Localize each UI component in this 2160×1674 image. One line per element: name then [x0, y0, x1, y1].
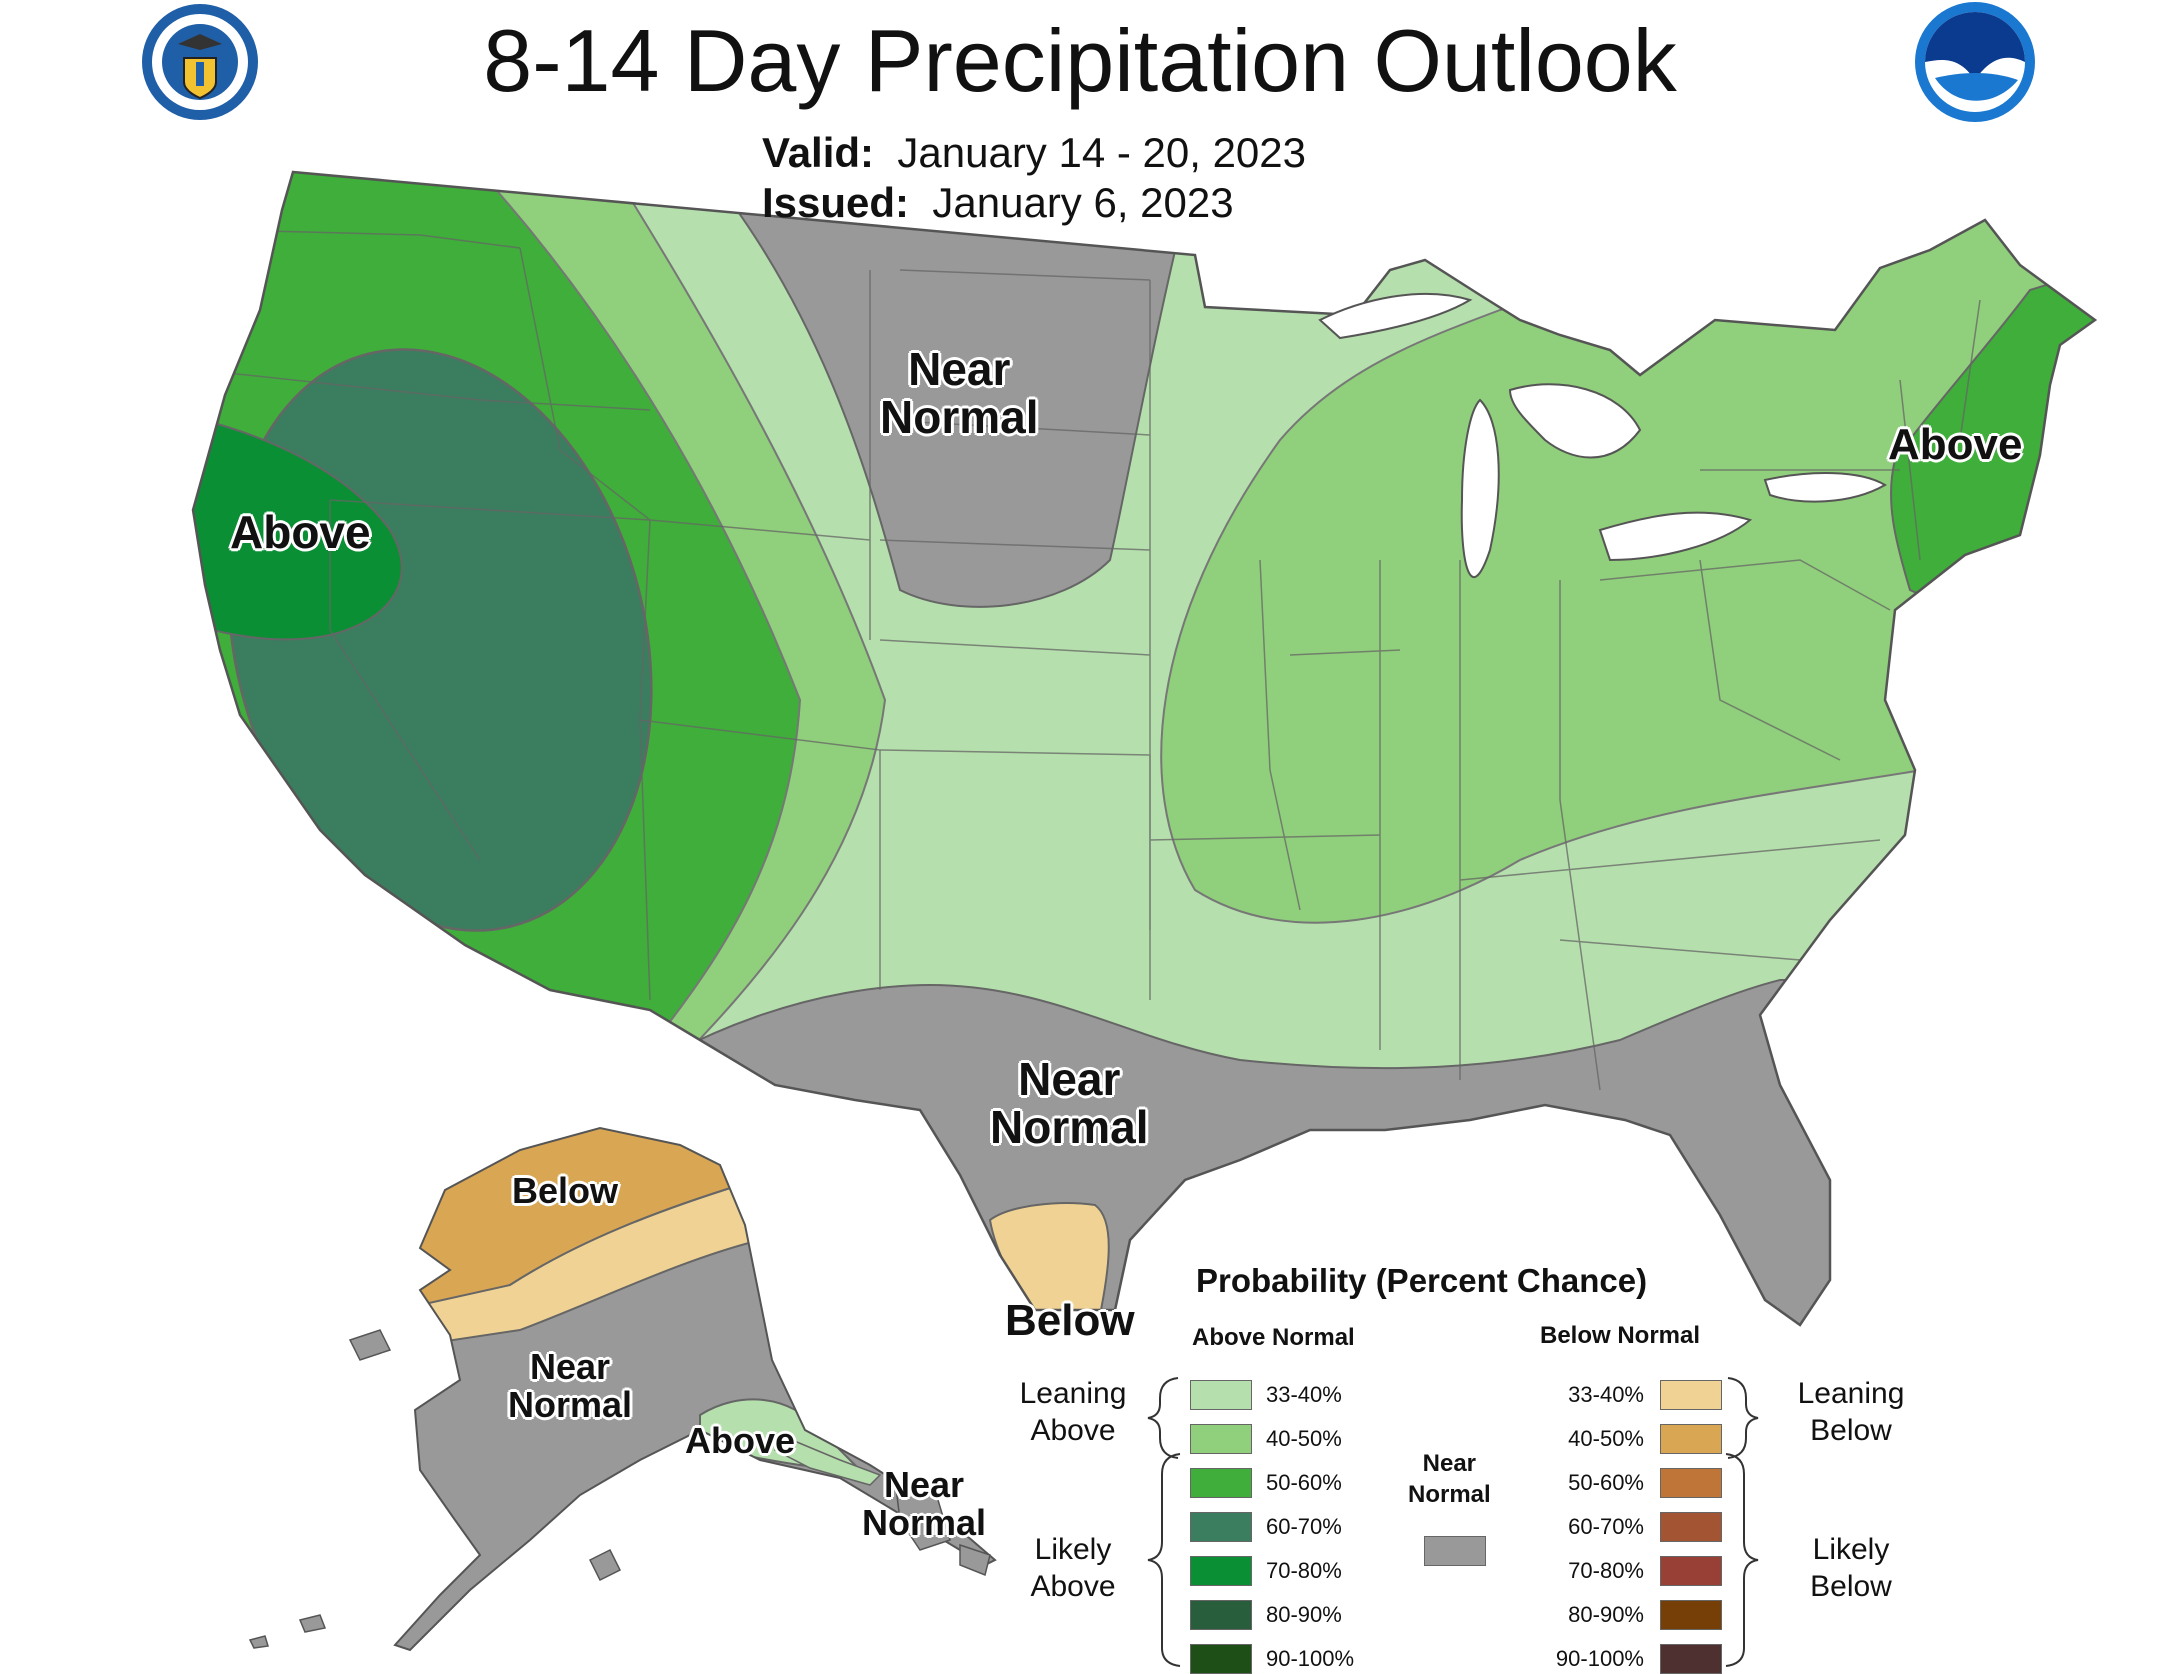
- legend-above-swatch: [1190, 1600, 1252, 1630]
- label-north-near-2: Normal: [880, 391, 1039, 444]
- legend-likely-below-2: Below: [1810, 1569, 1892, 1603]
- legend-above-range: 60-70%: [1266, 1514, 1342, 1539]
- issued-label: Issued:: [762, 179, 910, 226]
- legend-leaning-below-1: Leaning: [1797, 1377, 1905, 1410]
- label-south-near-1: Near: [1018, 1053, 1121, 1105]
- legend-below-swatch: [1660, 1512, 1722, 1542]
- label-north-near: Near Normal: [880, 345, 1038, 442]
- legend-below-swatch: [1660, 1556, 1722, 1586]
- label-alaska-near-1: Near: [529, 1346, 611, 1387]
- legend-title: Probability (Percent Chance): [1196, 1262, 1648, 1299]
- doc-seal-icon: [142, 4, 258, 120]
- legend-likely-above: Likely Above: [1008, 1532, 1138, 1605]
- legend-above-range: 33-40%: [1266, 1382, 1342, 1407]
- legend-below-range: 33-40%: [1568, 1382, 1644, 1407]
- legend-leaning-above: Leaning Above: [1008, 1376, 1138, 1449]
- label-panhandle-near-2: Normal: [862, 1501, 987, 1543]
- legend-leaning-above-1: Leaning: [1019, 1377, 1127, 1410]
- alaska-zones: [395, 1128, 995, 1650]
- legend-above-header: Above Normal: [1192, 1324, 1355, 1351]
- legend-below-range: 80-90%: [1568, 1602, 1644, 1627]
- legend-above-swatch: [1190, 1644, 1252, 1674]
- label-alaska-below: Below: [512, 1170, 619, 1211]
- legend-near-header-2: Normal: [1408, 1481, 1491, 1509]
- issued-line: Issued: January 6, 2023: [762, 178, 1306, 228]
- legend-above-range: 80-90%: [1266, 1602, 1342, 1627]
- legend-above-range: 70-80%: [1266, 1558, 1342, 1583]
- legend-above-swatch: [1190, 1512, 1252, 1542]
- legend-near-header-1: Near: [1422, 1450, 1477, 1477]
- label-panhandle-near-1: Near: [883, 1464, 965, 1505]
- legend-above-range: 40-50%: [1266, 1426, 1342, 1451]
- legend-below-swatch: [1660, 1380, 1722, 1410]
- legend-above-swatch: [1190, 1468, 1252, 1498]
- legend-near-header: Near Normal: [1408, 1448, 1491, 1510]
- date-block: Valid: January 14 - 20, 2023 Issued: Jan…: [762, 128, 1306, 228]
- label-north-near-1: Near: [908, 343, 1011, 395]
- label-south-near: Near Normal: [990, 1055, 1148, 1152]
- great-lakes: [1318, 292, 1887, 578]
- state-borders: [199, 229, 1981, 1091]
- legend-below-swatch: [1660, 1600, 1722, 1630]
- legend-likely-above-1: Likely: [1034, 1533, 1112, 1566]
- label-texas-below: Below: [1005, 1296, 1135, 1345]
- issued-value: January 6, 2023: [932, 179, 1234, 226]
- label-south-near-2: Normal: [990, 1101, 1149, 1154]
- legend-likely-below: Likely Below: [1786, 1532, 1916, 1605]
- legend-above-swatch: [1190, 1380, 1252, 1410]
- legend-likely-below-1: Likely: [1812, 1533, 1890, 1566]
- legend-above-swatch: [1190, 1556, 1252, 1586]
- legend-leaning-below: Leaning Below: [1786, 1376, 1916, 1449]
- page-title: 8-14 Day Precipitation Outlook: [483, 11, 1677, 110]
- legend-below-range: 90-100%: [1555, 1646, 1644, 1671]
- alaska-islands: [248, 1329, 991, 1649]
- label-alaska-near: Near Normal: [508, 1348, 632, 1424]
- legend-below-range: 50-60%: [1568, 1470, 1644, 1495]
- legend-leaning-above-2: Above: [1030, 1413, 1116, 1447]
- alaska-panhandle-above: [774, 1433, 882, 1486]
- legend-below-range: 40-50%: [1568, 1426, 1644, 1451]
- legend-above-swatch: [1190, 1424, 1252, 1454]
- legend-below-header: Below Normal: [1540, 1322, 1701, 1349]
- label-alaska-near-2: Normal: [508, 1383, 633, 1425]
- legend-below-swatch: [1660, 1644, 1722, 1674]
- legend-above-range: 90-100%: [1266, 1646, 1355, 1671]
- label-panhandle-near: Near Normal: [862, 1466, 986, 1542]
- label-northeast-above: Above: [1888, 420, 2023, 469]
- legend-leaning-below-2: Below: [1810, 1413, 1892, 1447]
- valid-label: Valid:: [762, 129, 875, 176]
- legend-below-range: 70-80%: [1568, 1558, 1644, 1583]
- legend-likely-above-2: Above: [1030, 1569, 1116, 1603]
- legend-below-swatch: [1660, 1468, 1722, 1498]
- legend-above-range: 50-60%: [1266, 1470, 1342, 1495]
- legend-below-range: 60-70%: [1568, 1514, 1644, 1539]
- label-alaska-above: Above: [685, 1420, 796, 1461]
- noaa-logo-icon: [1915, 2, 2035, 122]
- legend-near-swatch: [1424, 1536, 1486, 1566]
- valid-line: Valid: January 14 - 20, 2023: [762, 128, 1306, 178]
- label-west-above: Above: [230, 506, 371, 558]
- legend-below-swatch: [1660, 1424, 1722, 1454]
- valid-value: January 14 - 20, 2023: [897, 129, 1307, 176]
